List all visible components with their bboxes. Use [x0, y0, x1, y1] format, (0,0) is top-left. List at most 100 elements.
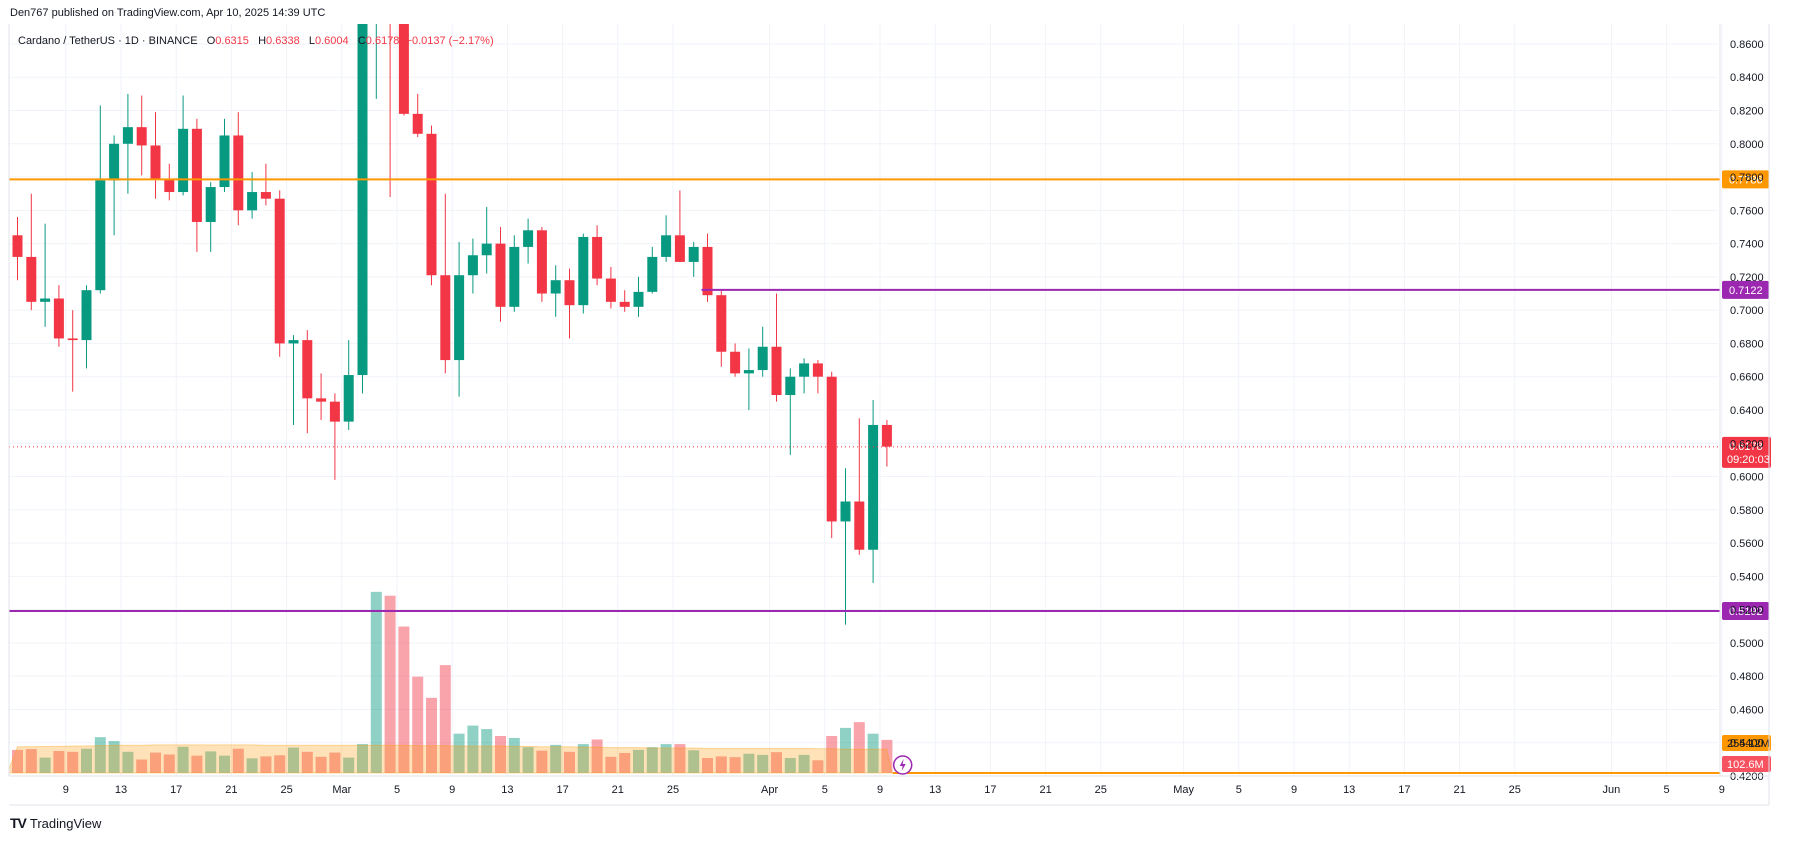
candle-body: [785, 376, 796, 396]
volume-bar: [274, 755, 286, 773]
candle-body: [440, 275, 451, 361]
price-tick-label: 0.4400: [1730, 738, 1764, 750]
event-lightning-icon[interactable]: [892, 755, 913, 775]
volume-bar: [674, 744, 686, 773]
volume-bar: [729, 757, 741, 773]
time-tick-label: 17: [170, 784, 182, 796]
time-tick-label: 9: [1719, 784, 1725, 796]
price-tick-label: 0.4600: [1730, 704, 1764, 716]
volume-pane: [9, 591, 893, 774]
candle-body: [81, 290, 92, 341]
volume-bar: [150, 752, 161, 773]
candle-body: [550, 280, 561, 294]
volume-badge: [1722, 756, 1771, 772]
candle-body: [564, 280, 575, 306]
volume-bar: [550, 744, 562, 773]
volume-badge-label: 255.12M: [1727, 738, 1770, 750]
level-badge-label: 0.5192: [1729, 606, 1763, 618]
candle-body: [26, 256, 37, 302]
candle-body: [454, 275, 465, 361]
candle-body: [674, 235, 685, 262]
volume-bar: [840, 727, 851, 773]
candle-body: [53, 298, 64, 339]
volume-bar: [12, 749, 23, 773]
candle-body: [868, 424, 879, 550]
volume-bar: [715, 756, 727, 773]
volume-bar: [812, 760, 824, 773]
candle-body: [288, 340, 299, 344]
time-tick-label: Jun: [1603, 784, 1621, 796]
time-tick-label: 13: [501, 784, 513, 796]
volume-bar: [439, 665, 451, 773]
price-tick-label: 0.4800: [1730, 671, 1764, 683]
time-tick-label: 9: [449, 784, 455, 796]
price-tick-label: 0.8400: [1730, 72, 1764, 84]
volume-bar: [315, 756, 327, 773]
volume-bar: [122, 751, 134, 773]
candle-body: [619, 301, 630, 307]
volume-bar: [426, 697, 437, 773]
time-tick-label: 25: [1509, 784, 1521, 796]
volume-bar: [260, 756, 272, 773]
tradingview-brand[interactable]: TV TradingView: [10, 815, 101, 831]
time-tick-label: 9: [1291, 784, 1297, 796]
candle-body: [743, 370, 754, 374]
price-tick-label: 0.5800: [1730, 505, 1764, 517]
price-tick-label: 0.8000: [1730, 139, 1764, 151]
volume-bar: [412, 676, 424, 773]
candle-body: [605, 278, 616, 302]
volume-bar: [370, 591, 382, 773]
price-tick-label: 0.4200: [1730, 771, 1764, 783]
price-tick-label: 0.6800: [1730, 338, 1764, 350]
tradingview-logo-icon: TV: [10, 815, 27, 831]
price-tick-label: 0.8600: [1730, 39, 1764, 51]
volume-bar: [246, 758, 258, 773]
time-tick-label: 13: [1343, 784, 1355, 796]
candle-body: [205, 187, 216, 222]
candle-body: [247, 192, 258, 211]
volume-bar: [108, 741, 120, 773]
candle-body: [730, 351, 741, 374]
candle-body: [757, 346, 768, 371]
high-value: 0.6338: [266, 35, 300, 47]
candle-body: [67, 338, 78, 341]
price-tick-label: 0.5200: [1730, 605, 1764, 617]
candle-body: [812, 363, 823, 377]
price-tick-label: 0.8200: [1730, 106, 1764, 118]
volume-bar: [163, 754, 175, 773]
lightning-icon: [899, 759, 906, 771]
candle-body: [343, 375, 354, 422]
candle-body: [357, 24, 368, 376]
time-tick-label: 9: [877, 784, 883, 796]
volume-bar: [757, 754, 769, 773]
candle-body: [716, 295, 727, 352]
time-tick-label: 21: [225, 784, 237, 796]
volume-bar: [288, 747, 299, 773]
volume-bar: [301, 751, 313, 773]
volume-bar: [329, 752, 341, 773]
time-tick-label: Apr: [761, 784, 778, 796]
candle-body: [647, 256, 658, 292]
price-tick-label: 0.7200: [1730, 272, 1764, 284]
volume-bar: [688, 750, 700, 773]
level-badge-label: 0.7786: [1729, 174, 1763, 186]
candle-body: [592, 236, 603, 279]
candle-body: [702, 246, 713, 296]
candle-body: [329, 401, 340, 422]
candle-body: [178, 128, 189, 193]
candle-body: [219, 135, 230, 188]
price-tick-label: 0.6400: [1730, 405, 1764, 417]
level-badge: [1722, 601, 1769, 620]
ohlc-legend: Cardano / TetherUS · 1D · BINANCE O0.631…: [18, 35, 494, 47]
time-tick-label: 5: [1236, 784, 1242, 796]
candle-body: [274, 198, 285, 344]
candle-body: [840, 501, 851, 522]
time-tick-label: 17: [556, 784, 568, 796]
volume-bar: [205, 751, 217, 773]
volume-bar: [25, 749, 37, 773]
candle-body: [122, 127, 133, 144]
candle-body: [467, 255, 478, 276]
volume-bar: [577, 744, 589, 773]
volume-badge-label: 102.6M: [1727, 759, 1764, 771]
